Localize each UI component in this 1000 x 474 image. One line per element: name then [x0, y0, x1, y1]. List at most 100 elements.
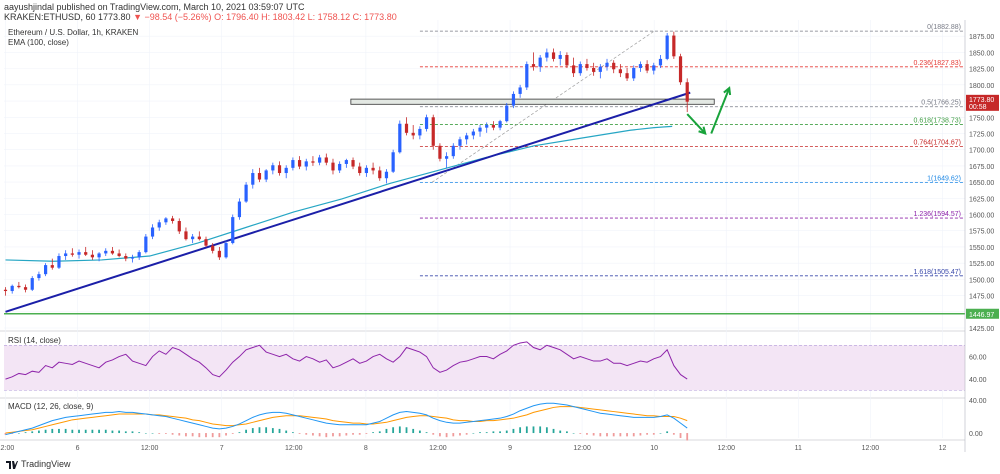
candle[interactable] — [531, 52, 536, 71]
candle[interactable] — [525, 61, 529, 91]
resistance-zone[interactable] — [350, 98, 715, 105]
candle[interactable] — [110, 246, 115, 255]
candle[interactable] — [518, 84, 522, 98]
tradingview-footer[interactable]: TradingView — [6, 459, 71, 469]
candle[interactable] — [224, 240, 228, 259]
candle[interactable] — [424, 114, 429, 132]
projection-arrow-up[interactable] — [710, 86, 732, 134]
candle[interactable] — [271, 162, 275, 175]
candle[interactable] — [578, 61, 582, 76]
candle[interactable] — [378, 166, 382, 181]
candle[interactable] — [511, 91, 516, 109]
candle[interactable] — [538, 55, 542, 72]
candle[interactable] — [3, 287, 8, 296]
candle[interactable] — [665, 32, 669, 61]
bullish-trendline[interactable] — [5, 91, 691, 313]
candle[interactable] — [157, 219, 161, 231]
candle[interactable] — [658, 55, 663, 68]
candle[interactable] — [70, 248, 74, 257]
candle[interactable] — [465, 132, 469, 145]
candle[interactable] — [344, 158, 348, 168]
candle[interactable] — [485, 122, 489, 133]
candle[interactable] — [170, 215, 175, 224]
candle[interactable] — [231, 214, 235, 245]
candle[interactable] — [77, 249, 81, 259]
candle[interactable] — [371, 162, 375, 175]
candle[interactable] — [137, 250, 141, 260]
candle[interactable] — [384, 169, 389, 184]
candle[interactable] — [612, 60, 616, 74]
candle[interactable] — [57, 253, 61, 269]
macd-signal-line[interactable] — [5, 406, 688, 434]
candle[interactable] — [124, 253, 128, 262]
candle[interactable] — [391, 149, 395, 174]
candle[interactable] — [545, 48, 549, 62]
candle[interactable] — [652, 62, 656, 75]
candle[interactable] — [411, 125, 415, 140]
candle[interactable] — [191, 233, 195, 244]
candle[interactable] — [10, 284, 14, 294]
candle[interactable] — [438, 143, 442, 162]
macd-line[interactable] — [5, 402, 688, 436]
candle[interactable] — [144, 233, 148, 254]
candle[interactable] — [471, 128, 475, 140]
candle[interactable] — [685, 78, 689, 113]
candle[interactable] — [244, 182, 248, 203]
macd-legend[interactable]: MACD (12, 26, close, 9) — [8, 402, 94, 411]
candle[interactable] — [284, 165, 288, 179]
time-axis[interactable]: 12:00 6 12:00 7 12:00 8 12:00 9 12:00 10 12:00 11 12… — [0, 445, 946, 452]
candle[interactable] — [505, 102, 509, 123]
candle[interactable] — [23, 284, 28, 293]
candle[interactable] — [458, 136, 462, 150]
candle[interactable] — [304, 158, 308, 171]
candle[interactable] — [264, 169, 268, 183]
candle[interactable] — [598, 64, 602, 79]
candle[interactable] — [398, 120, 402, 154]
candle[interactable] — [418, 126, 422, 140]
candle[interactable] — [618, 64, 622, 78]
candle[interactable] — [565, 52, 569, 68]
candle[interactable] — [491, 121, 495, 131]
candle[interactable] — [44, 263, 48, 277]
candle[interactable] — [605, 58, 609, 71]
candle[interactable] — [217, 246, 221, 260]
candle[interactable] — [318, 154, 322, 166]
candle[interactable] — [632, 65, 636, 81]
candle[interactable] — [177, 218, 181, 234]
candle[interactable] — [558, 51, 562, 66]
candle[interactable] — [197, 231, 201, 241]
candle[interactable] — [445, 152, 449, 168]
candle[interactable] — [672, 31, 676, 59]
candle[interactable] — [237, 198, 242, 220]
candle[interactable] — [17, 281, 21, 289]
candle[interactable] — [50, 258, 54, 270]
candle[interactable] — [571, 57, 576, 78]
ema-legend[interactable]: EMA (100, close) — [8, 38, 69, 47]
candle[interactable] — [592, 62, 596, 76]
candle[interactable] — [97, 252, 101, 262]
projection-arrow-down[interactable] — [686, 113, 707, 136]
candle[interactable] — [404, 117, 409, 136]
candle[interactable] — [645, 60, 649, 74]
rsi-legend[interactable]: RSI (14, close) — [8, 336, 61, 345]
price-axis[interactable]: 1425.001450.001475.001500.001525.001550.… — [964, 0, 1000, 452]
candle[interactable] — [351, 157, 355, 170]
candle[interactable] — [625, 67, 629, 81]
candle[interactable] — [431, 114, 435, 150]
last-price-tag[interactable] — [966, 94, 999, 111]
candle[interactable] — [130, 254, 135, 263]
candle[interactable] — [331, 158, 335, 175]
candle[interactable] — [311, 156, 315, 166]
candle[interactable] — [84, 246, 88, 257]
candle[interactable] — [324, 153, 328, 166]
symbol-legend[interactable]: Ethereum / U.S. Dollar, 1h, KRAKEN — [8, 28, 139, 37]
price-pane[interactable]: 0(1882.88) 0.236(1827.83) 0.5(1766.25) 0.61… — [3, 24, 965, 315]
rsi-pane[interactable] — [4, 341, 965, 391]
candle[interactable] — [451, 143, 455, 159]
candle[interactable] — [117, 249, 121, 258]
candle[interactable] — [204, 236, 208, 247]
candle[interactable] — [678, 53, 683, 85]
candle[interactable] — [291, 157, 295, 171]
candle[interactable] — [364, 165, 369, 177]
candle[interactable] — [498, 119, 502, 131]
